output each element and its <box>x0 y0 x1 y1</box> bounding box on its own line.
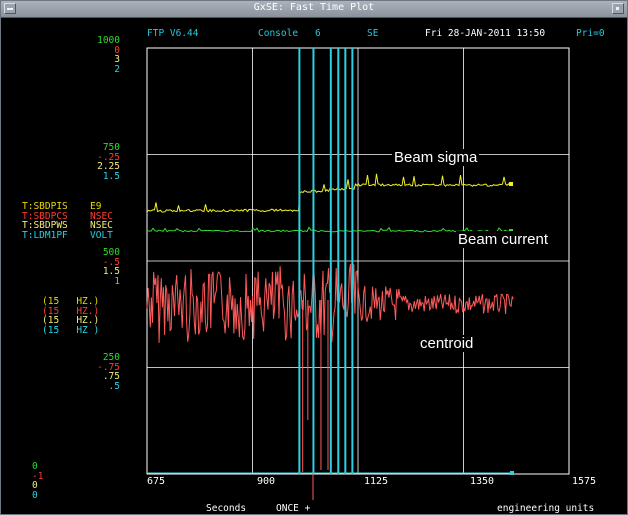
channel-row[interactable]: T:SBDPWS NSEC <box>22 220 113 231</box>
scale-value: 3 <box>114 54 120 65</box>
channel-units: NSEC <box>90 210 113 222</box>
scale-value: -1 <box>32 470 44 482</box>
rate-label: (15 HZ.) <box>42 315 100 326</box>
x-tick-label: 1125 <box>364 476 389 487</box>
time-markers <box>298 48 354 474</box>
rate-label: (15 HZ.) <box>42 296 100 307</box>
scale-value: 1.5 <box>102 266 120 277</box>
scale-group-top: 1000 0 3 2 <box>60 36 120 74</box>
x-tick-label: 675 <box>147 476 166 487</box>
channel-units: VOLT <box>90 229 113 241</box>
scale-value: 1 <box>114 275 120 287</box>
plot-mode-label[interactable]: ONCE + <box>276 503 311 514</box>
scale-value: 1.5 <box>102 170 120 182</box>
scale-value: 0 <box>32 489 38 501</box>
scale-value: -.25 <box>97 151 120 163</box>
x-tick-label: 1350 <box>470 476 495 487</box>
channel-row[interactable]: T:LDM1PF VOLT <box>22 229 113 241</box>
channel-name: T:SBDPIS <box>22 201 68 212</box>
trace-end-marker <box>510 471 514 475</box>
scale-value: .5 <box>108 380 120 392</box>
scale-value: 1000 <box>97 35 120 46</box>
scale-group-750: 750 -.25 2.25 1.5 <box>60 143 120 181</box>
scale-value: -.75 <box>97 361 120 373</box>
x-tick-label: 1575 <box>572 476 597 487</box>
channel-name: T:SBDPCS <box>22 210 68 222</box>
channel-name: T:SBDPWS <box>22 220 68 231</box>
datetime-label: Fri 28-JAN-2011 13:50 <box>425 28 546 39</box>
window-title: GxSE: Fast Time Plot <box>253 2 375 13</box>
plot-grid <box>146 47 570 475</box>
channel-legend: T:SBDPIS E9 T:SBDPCS NSEC T:SBDPWS NSEC T:L… <box>22 201 113 241</box>
scale-value: 2.25 <box>97 161 120 172</box>
annotation-beam-current: Beam current <box>456 231 551 248</box>
scale-value: 0 <box>32 480 38 491</box>
trace-beam-sigma <box>146 173 511 213</box>
scale-value: 250 <box>102 352 120 363</box>
scale-value: 0 <box>32 461 38 472</box>
scale-value: -.5 <box>102 256 120 268</box>
mode-label: SE <box>367 28 379 39</box>
scale-value: 750 <box>102 142 120 153</box>
scale-group-zero: 0 -1 0 0 <box>32 462 98 500</box>
scale-value: 0 <box>114 44 120 56</box>
scale-group-500: 500 -.5 1.5 1 <box>60 248 120 286</box>
rate-label: (15 HZ.) <box>42 305 100 317</box>
console-number: 6 <box>315 28 321 39</box>
annotation-centroid: centroid <box>418 335 476 352</box>
rate-label: (15 HZ ) <box>42 324 100 336</box>
scale-value: .75 <box>102 371 120 382</box>
channel-units: NSEC <box>90 220 113 231</box>
priority-label: Pri=0 <box>576 28 605 39</box>
rate-list: (15 HZ.) (15 HZ.) (15 HZ.) (15 HZ ) <box>42 297 99 335</box>
x-tick-label: 900 <box>257 476 276 487</box>
channel-row[interactable]: T:SBDPIS E9 <box>22 201 101 212</box>
channel-row[interactable]: T:SBDPCS NSEC <box>22 210 113 222</box>
trace-end-marker <box>509 182 513 186</box>
version-label: FTP V6.44 <box>147 28 199 39</box>
scale-value: 2 <box>114 63 120 75</box>
annotation-beam-sigma: Beam sigma <box>392 149 480 166</box>
scale-group-250: 250 -.75 .75 .5 <box>60 353 120 391</box>
trace-beam-current <box>147 226 512 233</box>
window-menu-button[interactable] <box>4 3 16 14</box>
maximize-button[interactable] <box>612 3 624 14</box>
title-bar: GxSE: Fast Time Plot <box>1 1 627 18</box>
x-axis-label: Seconds <box>206 503 247 514</box>
console-label: Console <box>258 28 299 39</box>
units-label[interactable]: engineering units <box>497 503 595 514</box>
scale-value: 500 <box>102 247 120 258</box>
channel-units: E9 <box>90 201 102 212</box>
channel-name: T:LDM1PF <box>22 229 68 241</box>
